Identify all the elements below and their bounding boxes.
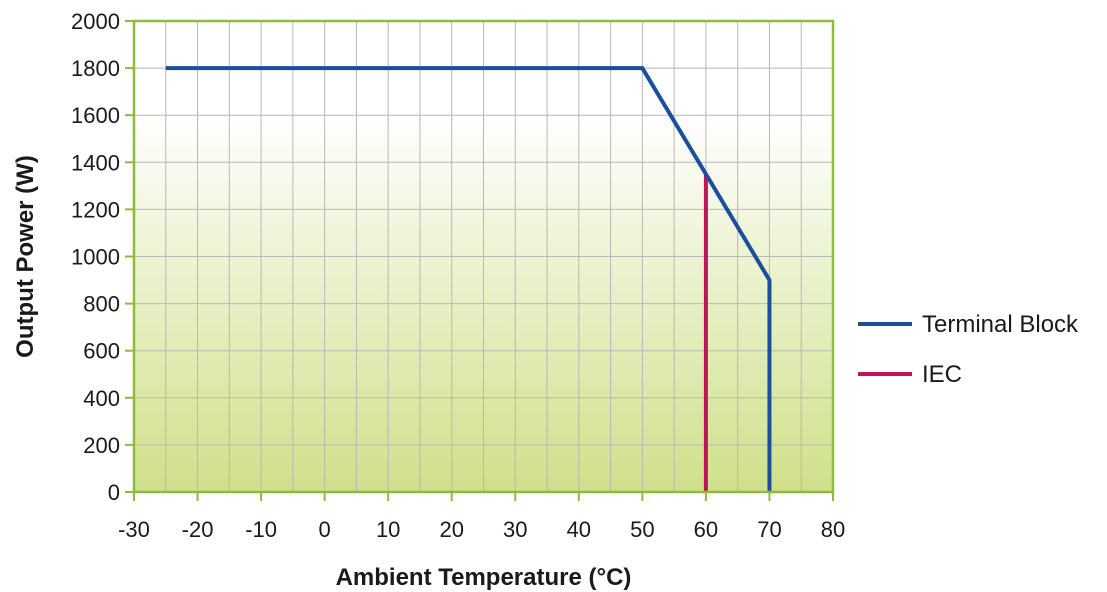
y-tick-label: 1200 [71,197,120,222]
y-tick-label: 200 [83,433,120,458]
x-tick-label: 70 [757,517,781,542]
legend-label: Terminal Block [922,311,1079,338]
legend: Terminal Block IEC [858,311,1079,388]
series-lines [165,66,772,492]
x-axis-tick-labels: -30 -20 -10 0 10 20 30 40 50 60 70 80 [118,517,845,542]
axis-ticks [125,20,834,501]
x-axis-title: Ambient Temperature (°C) [336,564,632,591]
y-axis-title: Output Power (W) [12,155,39,358]
legend-label: IEC [922,361,962,388]
x-tick-label: -10 [245,517,277,542]
y-tick-label: 1800 [71,56,120,81]
x-tick-label: 40 [567,517,591,542]
y-tick-label: 600 [83,339,120,364]
y-tick-label: 400 [83,386,120,411]
y-tick-label: 1400 [71,150,120,175]
y-tick-label: 1600 [71,103,120,128]
y-axis-tick-labels: 0 200 400 600 800 1000 1200 1400 1600 1800 2000 [71,9,120,505]
x-tick-label: -20 [182,517,214,542]
x-tick-label: 60 [694,517,718,542]
series-line-terminal-block [165,66,772,492]
y-tick-label: 1000 [71,245,120,270]
y-tick-label: 2000 [71,9,120,34]
x-tick-label: -30 [118,517,150,542]
x-tick-label: 20 [439,517,463,542]
x-tick-label: 10 [376,517,400,542]
x-tick-label: 50 [630,517,654,542]
y-tick-label: 0 [108,480,120,505]
x-tick-label: 80 [821,517,845,542]
y-tick-label: 800 [83,292,120,317]
x-tick-label: 0 [319,517,331,542]
x-tick-label: 30 [503,517,527,542]
